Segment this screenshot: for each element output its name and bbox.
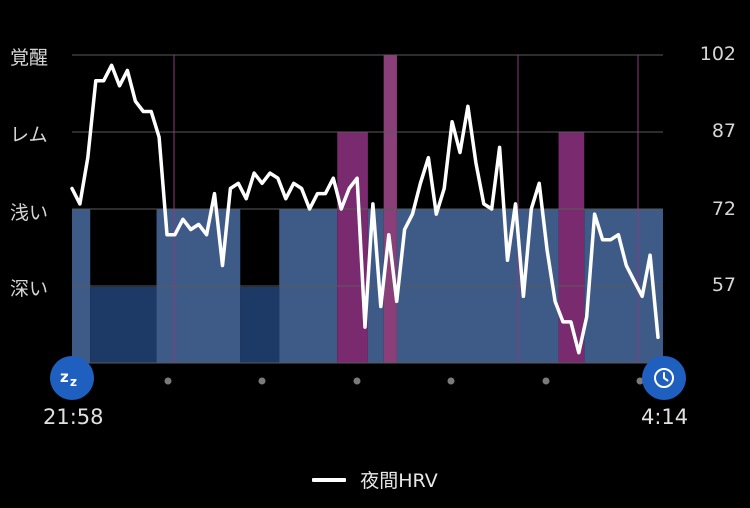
y-tick-57: 57 [711,274,736,296]
stage-label-light: 浅い [10,202,49,224]
alarm-clock-icon [654,368,674,388]
wake-end-button[interactable] [642,356,686,400]
y-tick-72: 72 [711,198,736,220]
marker-lines [173,55,639,363]
start-time: 21:58 [43,405,104,429]
hrv-series-line [70,63,660,355]
stage-band-deep [90,287,157,363]
x-axis-dots [164,377,644,385]
stage-label-rem: レム [10,124,48,146]
x-axis-dot [636,377,644,385]
sleep-start-button[interactable]: z z [50,356,94,400]
legend: 夜間HRV [0,466,750,493]
stage-label-deep: 深い [10,278,49,300]
svg-text:z: z [70,375,77,389]
x-axis-dot [542,377,550,385]
y-tick-102: 102 [699,43,736,65]
x-axis-dot [353,377,361,385]
stage-band-deep [240,287,280,363]
hrv-line [70,63,660,355]
legend-line-swatch [312,477,347,482]
y-tick-87: 87 [711,120,736,142]
sleep-zz-icon: z z [60,368,77,389]
x-axis-dot [258,377,266,385]
svg-text:z: z [60,368,69,386]
x-axis-dot [447,377,455,385]
stage-label-awake: 覚醒 [10,47,49,69]
stage-band-rem [337,132,368,363]
x-axis-dot [164,377,172,385]
end-time: 4:14 [641,405,689,429]
legend-label: 夜間HRV [360,470,438,492]
